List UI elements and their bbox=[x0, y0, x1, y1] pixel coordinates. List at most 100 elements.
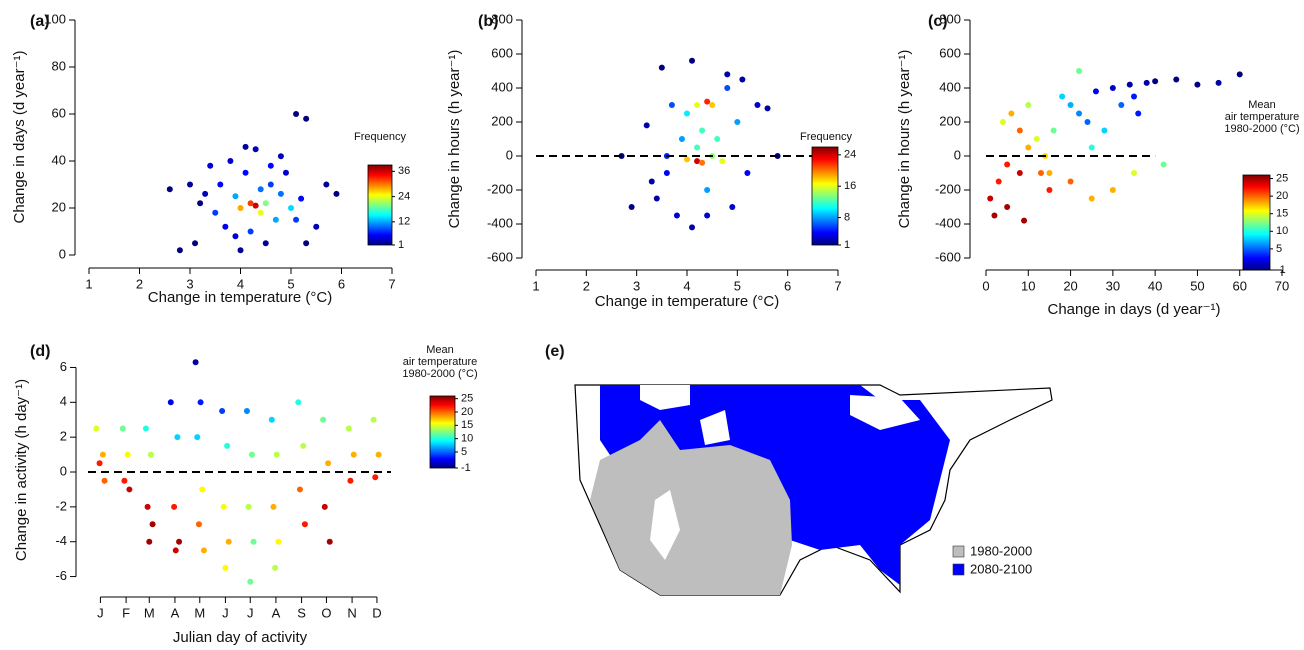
data-point bbox=[262, 200, 269, 207]
data-point bbox=[372, 474, 379, 481]
data-point bbox=[101, 477, 108, 484]
x-tick-label: 6 bbox=[338, 276, 345, 291]
colorbar-tick-label: 24 bbox=[844, 149, 856, 161]
data-point bbox=[1025, 144, 1032, 151]
data-point bbox=[217, 181, 224, 188]
data-point bbox=[303, 115, 310, 122]
data-point bbox=[1021, 217, 1028, 224]
data-point bbox=[172, 547, 179, 554]
panel-label: (b) bbox=[478, 13, 498, 30]
data-point bbox=[1025, 102, 1032, 108]
data-point bbox=[219, 408, 226, 415]
data-point bbox=[176, 247, 183, 254]
data-point bbox=[257, 186, 264, 193]
y-tick-label: 4 bbox=[60, 394, 67, 409]
colorbar bbox=[1242, 174, 1271, 271]
x-tick-label: M bbox=[144, 605, 155, 620]
map-gap bbox=[700, 410, 730, 445]
x-tick-label: 6 bbox=[784, 278, 791, 293]
data-point bbox=[1004, 161, 1011, 168]
data-point bbox=[119, 425, 126, 432]
y-tick-label: -600 bbox=[487, 249, 513, 264]
colorbar-tick-label: 36 bbox=[398, 165, 410, 177]
x-tick-label: F bbox=[122, 605, 130, 620]
data-point bbox=[1126, 81, 1133, 88]
data-point bbox=[243, 408, 250, 415]
data-point bbox=[197, 399, 204, 406]
x-tick-label: N bbox=[347, 605, 356, 620]
colorbar-tick-label: 24 bbox=[398, 190, 410, 202]
data-point bbox=[267, 162, 274, 169]
data-point bbox=[694, 102, 701, 108]
x-tick-label: 20 bbox=[1063, 278, 1077, 293]
data-point bbox=[252, 202, 259, 209]
data-point bbox=[147, 451, 154, 458]
data-point bbox=[684, 110, 690, 117]
x-tick-label: 0 bbox=[982, 278, 989, 293]
data-point bbox=[663, 170, 670, 176]
y-tick-label: -400 bbox=[935, 215, 961, 230]
y-tick-label: 800 bbox=[939, 11, 961, 26]
y-tick-label: 2 bbox=[60, 429, 67, 444]
map-gap bbox=[640, 385, 690, 410]
x-tick-label: 2 bbox=[583, 278, 590, 293]
data-point bbox=[1160, 161, 1167, 168]
data-point bbox=[1088, 144, 1095, 151]
data-point bbox=[744, 170, 751, 176]
data-point bbox=[1131, 170, 1137, 176]
data-point bbox=[197, 200, 204, 207]
data-point bbox=[1101, 127, 1108, 134]
data-point bbox=[313, 223, 320, 230]
x-tick-label: J bbox=[222, 605, 229, 620]
data-point bbox=[1067, 102, 1074, 108]
colorbar-title: Mean bbox=[1248, 99, 1276, 111]
data-point bbox=[272, 216, 279, 223]
data-point bbox=[275, 538, 282, 545]
data-point bbox=[1109, 187, 1116, 193]
data-point bbox=[689, 57, 696, 64]
data-point bbox=[673, 212, 680, 219]
x-tick-label: 4 bbox=[683, 278, 690, 293]
y-tick-label: -200 bbox=[935, 181, 961, 196]
colorbar-tick-label: -1 bbox=[461, 462, 471, 474]
data-point bbox=[121, 477, 128, 484]
data-point bbox=[202, 190, 209, 197]
data-point bbox=[739, 76, 746, 83]
colorbar-title: Frequency bbox=[354, 131, 406, 143]
x-tick-label: A bbox=[171, 605, 180, 620]
data-point bbox=[1033, 136, 1040, 142]
data-point bbox=[242, 143, 249, 150]
y-tick-label: 60 bbox=[52, 105, 66, 120]
colorbar-tick-label: 8 bbox=[844, 211, 850, 223]
colorbar-tick-label: 12 bbox=[398, 216, 410, 228]
data-point bbox=[699, 159, 706, 166]
data-point bbox=[171, 503, 178, 510]
x-tick-label: 4 bbox=[237, 276, 244, 291]
colorbar-tick-label: 15 bbox=[461, 419, 473, 431]
data-point bbox=[270, 503, 277, 510]
data-point bbox=[658, 64, 665, 71]
data-point bbox=[237, 247, 244, 254]
data-point bbox=[252, 146, 259, 153]
x-tick-label: 50 bbox=[1190, 278, 1204, 293]
data-point bbox=[1016, 127, 1023, 134]
colorbar-tick-label: -1 bbox=[1276, 264, 1286, 276]
data-point bbox=[174, 434, 181, 441]
data-point bbox=[293, 111, 300, 117]
data-point bbox=[194, 434, 201, 441]
data-point bbox=[227, 158, 234, 164]
data-point bbox=[277, 190, 284, 197]
data-point bbox=[232, 193, 239, 200]
data-point bbox=[149, 521, 156, 528]
data-point bbox=[247, 200, 254, 207]
x-tick-label: 40 bbox=[1148, 278, 1162, 293]
data-point bbox=[347, 477, 354, 484]
data-point bbox=[293, 216, 300, 223]
data-point bbox=[699, 127, 706, 134]
data-point bbox=[1008, 110, 1015, 117]
data-point bbox=[295, 399, 302, 406]
data-point bbox=[323, 181, 330, 188]
y-tick-label: 400 bbox=[939, 79, 961, 94]
colorbar-tick-label: 1 bbox=[844, 239, 850, 251]
